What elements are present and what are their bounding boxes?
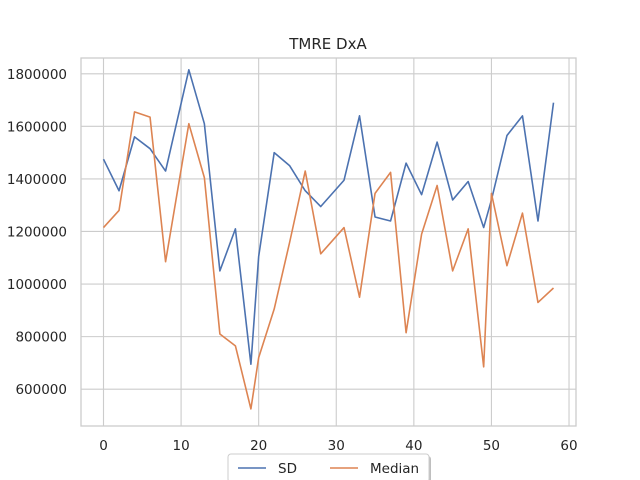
legend-label: SD [278, 461, 297, 477]
legend: SD Median [227, 453, 431, 480]
x-tick-label: 0 [99, 438, 108, 454]
x-tick-label: 30 [328, 438, 345, 454]
y-tick-label: 1800000 [7, 67, 67, 83]
legend-box [227, 453, 430, 480]
y-tick-label: 1600000 [7, 119, 67, 135]
y-tick-label: 1000000 [7, 277, 67, 293]
y-tick-label: 600000 [15, 382, 67, 398]
plot-frame [80, 57, 577, 427]
y-tick-label: 1400000 [7, 172, 67, 188]
y-tick-label: 1200000 [7, 224, 67, 240]
y-tick-label: 800000 [15, 330, 67, 346]
x-tick-label: 50 [483, 438, 500, 454]
grid [81, 58, 576, 426]
x-tick-label: 40 [405, 438, 422, 454]
series-median [102, 111, 555, 410]
series-line [102, 111, 555, 410]
plot-border [80, 57, 577, 427]
series-layer [102, 69, 555, 410]
series-sd [102, 69, 555, 366]
y-axis-ticks: 600000 800000 1000000 1200000 1400000 1600000… [7, 67, 67, 398]
legend-label: Median [370, 461, 419, 477]
x-tick-label: 10 [172, 438, 189, 454]
x-tick-label: 20 [250, 438, 267, 454]
x-axis-ticks: 0 10 20 30 40 50 60 [99, 438, 577, 454]
x-tick-label: 60 [560, 438, 577, 454]
series-line [102, 69, 555, 366]
chart-title: TMRE DxA [288, 35, 367, 53]
